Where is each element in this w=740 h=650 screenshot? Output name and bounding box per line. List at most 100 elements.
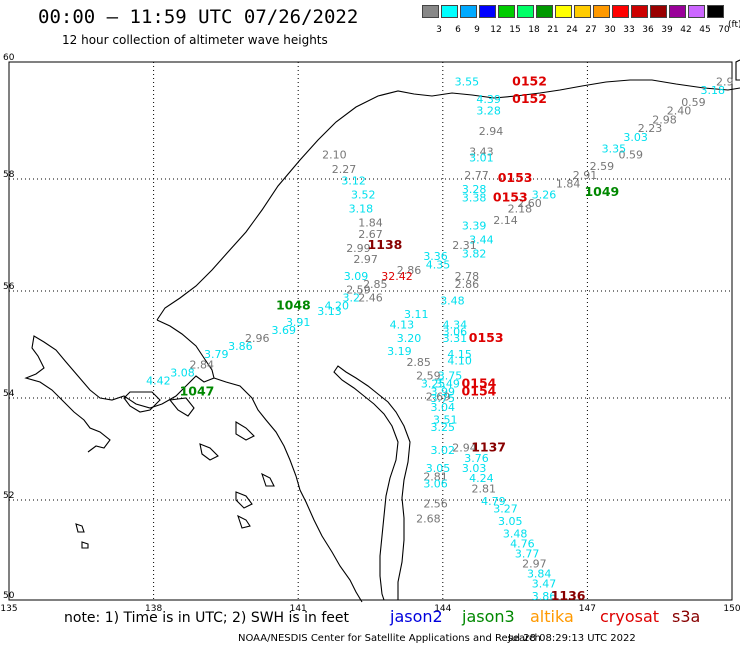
wave-height-label: 3.52 [351, 189, 376, 202]
wave-height-label: 2.97 [353, 253, 378, 266]
wave-height-label: 3.25 [431, 421, 456, 434]
wave-height-label: 3.19 [387, 345, 412, 358]
wave-height-label: 3.44 [469, 233, 494, 246]
wave-height-label: 3.35 [602, 143, 627, 156]
coastline-western-shore [24, 319, 215, 453]
footnote: note: 1) Time is in UTC; 2) SWH is in fe… [64, 610, 350, 626]
wave-height-label: 3.01 [469, 151, 494, 164]
legend-label: 30 [604, 25, 616, 35]
wave-height-label: 3.84 [527, 568, 552, 581]
wave-height-label: 1.84 [556, 177, 581, 190]
wave-height-label: 2.98 [652, 113, 677, 126]
satellite-label-jason2: jason2 [390, 607, 443, 626]
wave-height-label: 4.79 [481, 495, 506, 508]
legend-swatch [422, 5, 439, 18]
wave-height-label: 2.14 [493, 214, 518, 227]
pass-time-label: 0154 [462, 383, 497, 398]
legend-swatch [536, 5, 553, 18]
legend-label: 3 [436, 25, 442, 35]
wave-height-label: 3.06 [423, 477, 448, 490]
wave-height-label: 3.26 [532, 189, 557, 202]
wave-height-label: 3.2 [342, 292, 360, 305]
pass-time-label: 0153 [493, 189, 528, 204]
wave-height-label: 2.85 [406, 356, 431, 369]
wave-height-label: 4.35 [426, 259, 451, 272]
longitude-tick-label: 147 [579, 604, 596, 614]
wave-height-label: 3.49 [435, 377, 460, 390]
wave-height-label: 3.75 [438, 369, 463, 382]
pass-time-label: 0154 [462, 375, 497, 390]
latitude-tick-label: 58 [3, 170, 15, 180]
wave-height-label: 2.85 [363, 278, 388, 291]
wave-height-label: 3.69 [271, 324, 296, 337]
wave-height-label: 3.28 [476, 105, 501, 118]
wave-height-label: 2.59 [416, 369, 441, 382]
island-8 [75, 523, 85, 533]
wave-height-label: 2.18 [508, 203, 533, 216]
wave-labels: 3.554.393.282.943.433.012.773.283.38 3.26… [146, 73, 733, 603]
pass-time-label: 0153 [498, 170, 533, 185]
wave-height-label: 2.31 [452, 239, 477, 252]
legend-label: 27 [585, 25, 597, 35]
pass-time-label: 1138 [368, 237, 403, 252]
wave-height-label: 3.43 [469, 146, 494, 159]
wave-height-label: 3.48 [440, 294, 465, 307]
satellite-label-cryosat: cryosat [600, 607, 660, 626]
wave-height-label: 0.59 [681, 96, 706, 109]
wave-height-label: 3.04 [431, 401, 456, 414]
island-6 [237, 514, 251, 529]
longitude-tick-label: 144 [434, 604, 451, 614]
wave-height-label: 2.99 [346, 242, 371, 255]
wave-height-label: 2.97 [522, 558, 547, 571]
legend-swatch [631, 5, 648, 18]
pass-time-label: 0153 [469, 330, 504, 345]
wave-height-label: 3.20 [397, 332, 422, 345]
legend-swatch [441, 5, 458, 18]
page-subtitle: 12 hour collection of altimeter wave hei… [62, 33, 328, 47]
longitude-tick-label: 141 [290, 604, 307, 614]
wave-height-label: 3.82 [462, 247, 487, 260]
wave-height-label: 4.34 [443, 318, 468, 331]
wave-height-label: 3.48 [503, 528, 528, 541]
island-5 [235, 491, 253, 509]
wave-height-label: 4.24 [469, 472, 494, 485]
wave-height-label: 3.11 [404, 308, 429, 321]
credit-line: NOAA/NESDIS Center for Satellite Applica… [238, 633, 541, 644]
pass-time-label: 1049 [584, 184, 619, 199]
legend-label: 70 [718, 25, 730, 35]
wave-height-label: 3.03 [462, 462, 487, 475]
wave-height-label: 3.05 [426, 462, 451, 475]
wave-height-label: 2.68 [416, 513, 441, 526]
wave-height-label: 2.96 [245, 332, 270, 345]
legend-label: 15 [509, 25, 521, 35]
wave-height-label: 2.94 [479, 125, 504, 138]
generated-timestamp: Jul 28 08:29:13 UTC 2022 [508, 633, 636, 644]
wave-height-label: 2.84 [190, 359, 215, 372]
satellite-label-jason3: jason3 [462, 607, 515, 626]
wave-height-label: 2.81 [423, 471, 448, 484]
legend-label: 39 [661, 25, 673, 35]
latitude-tick-label: 56 [3, 282, 15, 292]
legend-label: 45 [699, 25, 711, 35]
longitude-tick-label: 138 [145, 604, 162, 614]
wave-height-label: 2.10 [322, 149, 347, 162]
wave-height-label: 2.59 [590, 160, 615, 173]
wave-height-label: 3.12 [341, 175, 366, 188]
graticule [9, 62, 732, 600]
satellite-label-altika: altika [530, 607, 574, 626]
legend-label: 42 [680, 25, 692, 35]
wave-height-label: 2.56 [423, 498, 448, 511]
wave-height-label: 4.20 [325, 300, 350, 313]
wave-height-label: 3.99 [431, 385, 456, 398]
wave-height-label: 2.27 [332, 163, 357, 176]
legend-label: 6 [455, 25, 461, 35]
wave-height-label: 2.78 [455, 270, 480, 283]
legend-swatch [669, 5, 686, 18]
wave-height-label: 2.86 [397, 264, 422, 277]
wave-height-label: 3.76 [464, 452, 489, 465]
wave-height-label: 2.67 [358, 228, 383, 241]
map-frame [8, 61, 733, 601]
wave-height-label: 3.13 [317, 305, 342, 318]
wave-height-label: 4.39 [476, 93, 501, 106]
